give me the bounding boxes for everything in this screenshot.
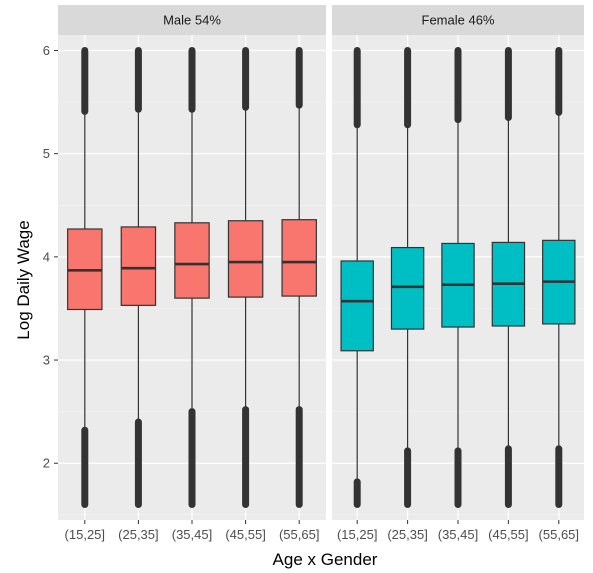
x-tick-label: (45,55] (225, 527, 265, 542)
x-axis-title: Age x Gender (273, 550, 378, 569)
x-tick-label: (25,35] (387, 527, 427, 542)
box (174, 222, 210, 299)
x-tick-label: (35,45] (172, 527, 212, 542)
y-tick-label: 4 (43, 249, 50, 264)
y-tick-label: 2 (43, 456, 50, 471)
facet-strip-label: Male 54% (163, 13, 221, 28)
y-axis-title: Log Daily Wage (14, 220, 33, 339)
box (120, 226, 157, 306)
x-tick-label: (55,65] (279, 527, 319, 542)
x-tick-label: (15,25] (65, 527, 105, 542)
box (281, 219, 317, 297)
y-tick-label: 3 (43, 353, 50, 368)
x-tick-label: (55,65] (539, 527, 579, 542)
box (227, 220, 264, 298)
y-tick-label: 6 (43, 43, 50, 58)
facet-strip (58, 5, 326, 35)
box (340, 260, 374, 352)
y-tick-label: 5 (43, 146, 50, 161)
box (390, 246, 425, 330)
x-tick-label: (25,35] (118, 527, 158, 542)
x-tick-label: (15,25] (337, 527, 377, 542)
x-tick-label: (35,45] (438, 527, 478, 542)
x-tick-label: (45,55] (488, 527, 528, 542)
facet-strip-label: Female 46% (422, 13, 495, 28)
facet-strip (332, 5, 584, 35)
